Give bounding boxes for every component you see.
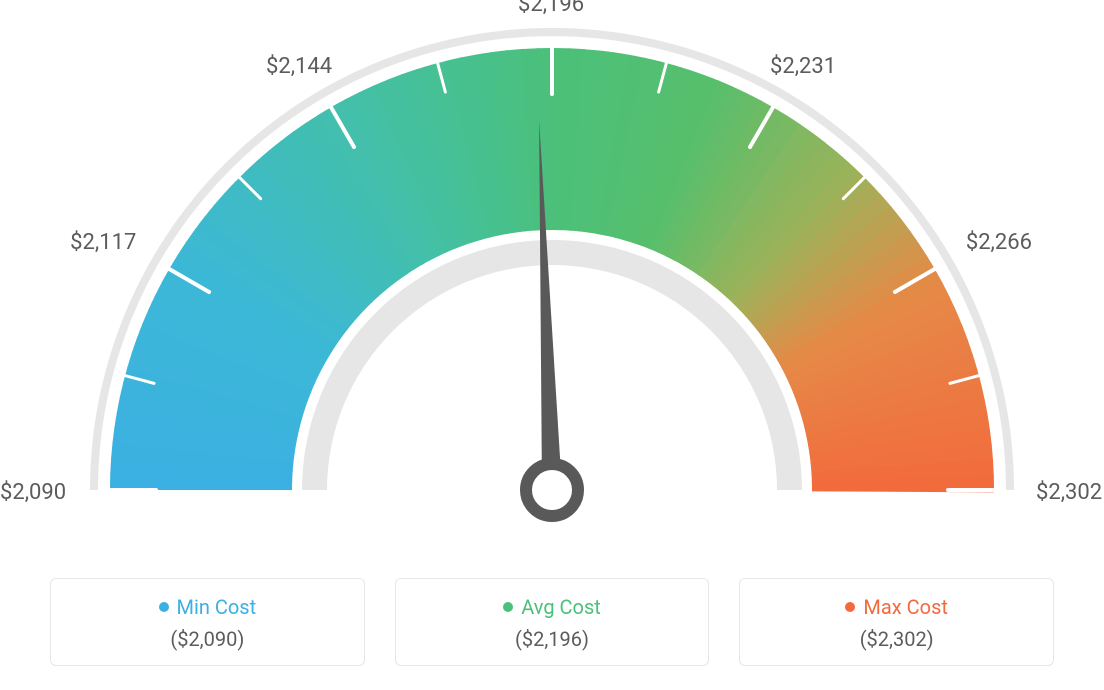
- gauge-tick-label: $2,231: [770, 54, 836, 79]
- legend-label-avg: Avg Cost: [521, 595, 601, 619]
- legend-label-min: Min Cost: [177, 595, 257, 619]
- legend-dot-avg: [503, 602, 513, 612]
- gauge-tick-label: $2,196: [518, 0, 584, 17]
- chart-container: $2,090 $2,117 $2,144 $2,196 $2,231 $2,266 $2,3…: [0, 0, 1104, 690]
- legend-title-min: Min Cost: [159, 595, 257, 619]
- legend-dot-max: [845, 602, 855, 612]
- legend-title-max: Max Cost: [845, 595, 948, 619]
- legend-card-avg: Avg Cost ($2,196): [395, 578, 710, 666]
- legend-row: Min Cost ($2,090) Avg Cost ($2,196) Max …: [50, 578, 1054, 666]
- legend-card-max: Max Cost ($2,302): [739, 578, 1054, 666]
- gauge-tick-label: $2,302: [1036, 480, 1102, 505]
- legend-value-min: ($2,090): [51, 627, 364, 651]
- legend-title-avg: Avg Cost: [503, 595, 601, 619]
- legend-dot-min: [159, 602, 169, 612]
- gauge-tick-label: $2,090: [0, 480, 66, 505]
- gauge-chart: $2,090 $2,117 $2,144 $2,196 $2,231 $2,266 $2,3…: [0, 0, 1104, 560]
- legend-card-min: Min Cost ($2,090): [50, 578, 365, 666]
- gauge-tick-label: $2,117: [70, 230, 136, 255]
- gauge-svg: [0, 0, 1104, 560]
- gauge-tick-label: $2,266: [966, 230, 1032, 255]
- legend-label-max: Max Cost: [863, 595, 948, 619]
- gauge-tick-label: $2,144: [266, 54, 332, 79]
- legend-value-avg: ($2,196): [396, 627, 709, 651]
- legend-value-max: ($2,302): [740, 627, 1053, 651]
